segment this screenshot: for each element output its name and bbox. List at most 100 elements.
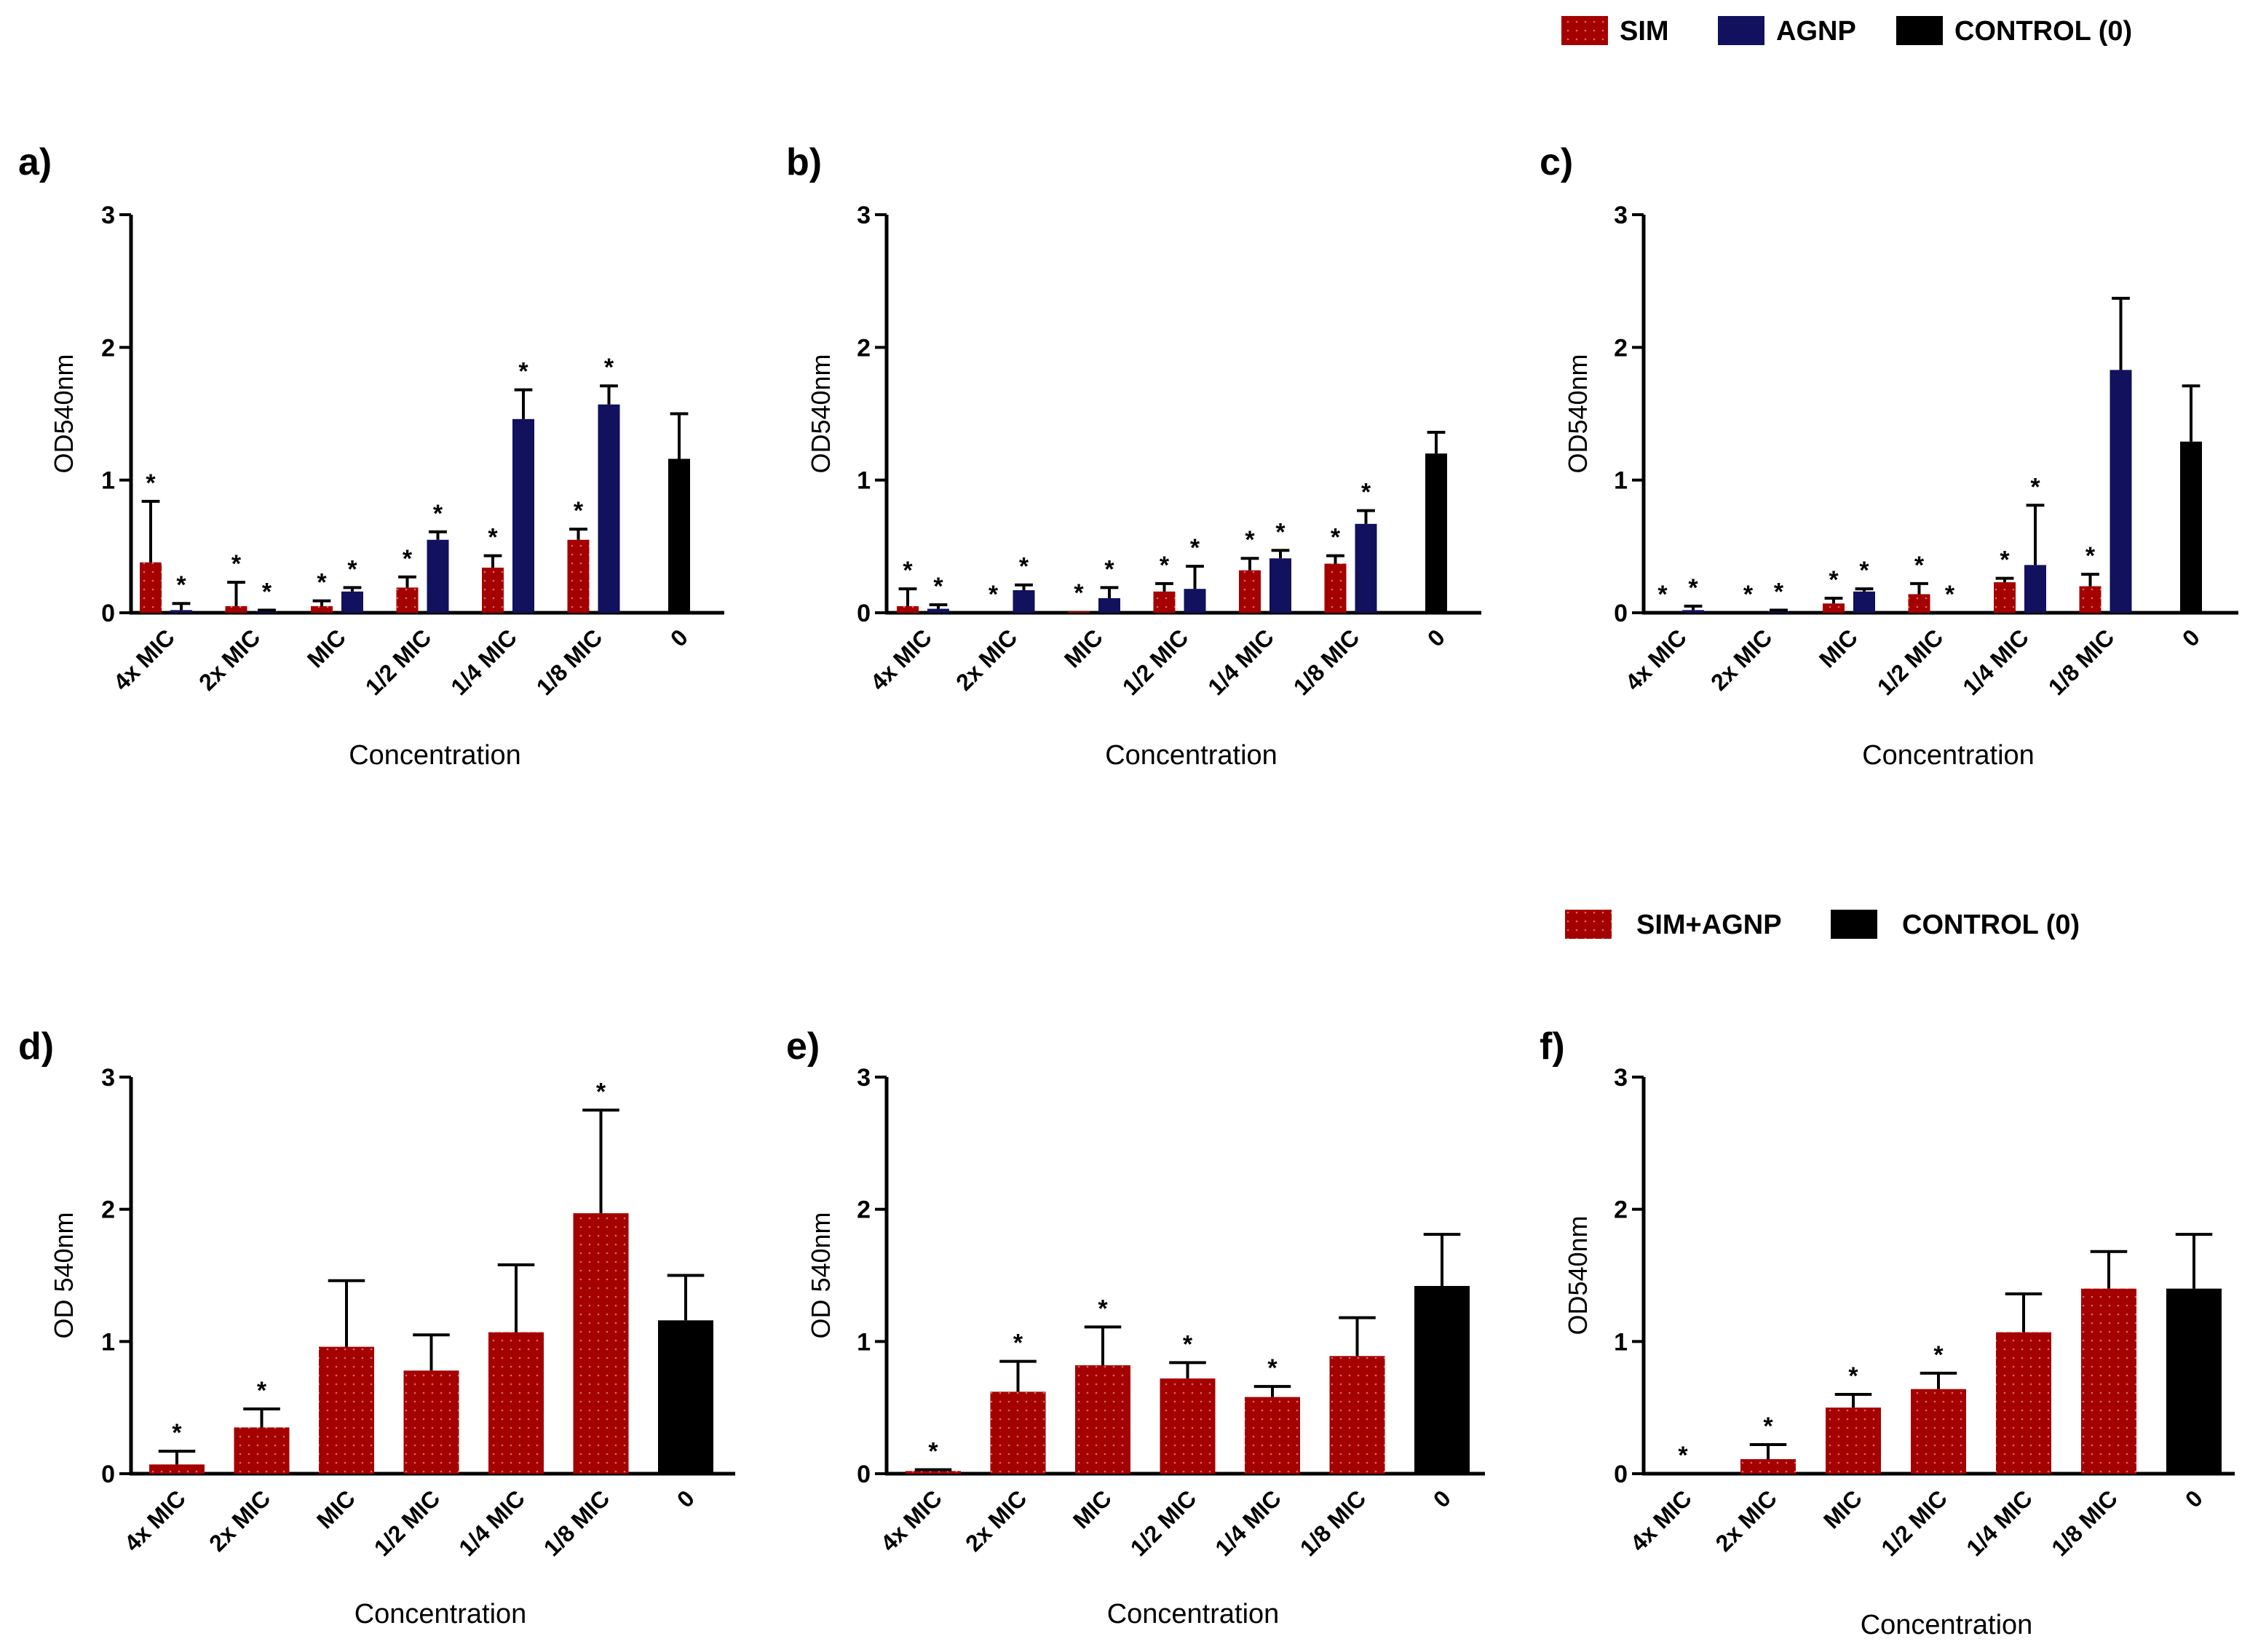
bar-agnp (1269, 558, 1291, 613)
bar-sim-agnp (403, 1370, 459, 1474)
significance-marker: * (2000, 547, 2010, 574)
significance-marker: * (1331, 524, 1341, 552)
y-tick-label: 1 (1614, 467, 1628, 495)
legend-label: CONTROL (0) (1954, 16, 2132, 47)
y-tick-label: 2 (101, 334, 115, 362)
x-tick-label: 1/2 MIC (1876, 1485, 1952, 1561)
x-tick-label: MIC (1814, 624, 1863, 672)
legend-swatch-control-0 (1896, 16, 1943, 45)
bar-sim (1239, 570, 1261, 613)
significance-marker: * (1859, 557, 1869, 584)
x-tick-label: 0 (665, 624, 693, 651)
x-axis-label: Concentration (1862, 740, 2035, 771)
bar-sim (897, 605, 919, 613)
panel-letter: d) (18, 1025, 54, 1068)
significance-marker: * (1074, 579, 1084, 607)
significance-marker: * (1774, 578, 1784, 605)
x-tick-label: MIC (312, 1485, 360, 1533)
x-tick-label: 4x MIC (865, 624, 937, 695)
chart-panel-a: a) 0 1 2 3 OD540nm Concentration 4x MIC * * 2x MIC… (18, 141, 724, 771)
significance-marker: * (1267, 1354, 1277, 1382)
x-tick-label: 2x MIC (1706, 624, 1777, 695)
significance-marker: * (1657, 581, 1668, 608)
x-tick-label: 0 (1428, 1485, 1456, 1512)
x-tick-label: 4x MIC (876, 1485, 947, 1556)
chart-panel-f: f) 0 1 2 3 OD540nm Concentration 4x MIC * 2x MIC *… (1540, 1025, 2235, 1640)
y-tick-label: 3 (101, 202, 115, 229)
significance-marker: * (1743, 581, 1754, 608)
legend-swatch-sim-agnp (1565, 910, 1612, 939)
significance-marker: * (1829, 566, 1839, 594)
panel-letter: b) (786, 141, 822, 183)
x-tick-label: 1/8 MIC (1295, 1485, 1371, 1561)
bar-agnp (1098, 597, 1120, 613)
x-tick-label: 2x MIC (1711, 1485, 1782, 1556)
bar-agnp (927, 608, 949, 613)
chart-panel-e: e) 0 1 2 3 OD 540nm Concentration 4x MIC * 2x MIC… (786, 1025, 1485, 1629)
panel-letter: e) (786, 1025, 820, 1068)
bar-agnp (2024, 565, 2046, 613)
bar-agnp (1013, 590, 1035, 613)
bar-agnp (2110, 370, 2132, 613)
bar-control-0 (658, 1320, 713, 1474)
y-tick-label: 3 (857, 1064, 871, 1092)
y-tick-label: 0 (101, 600, 115, 627)
legend-label: SIM+AGNP (1636, 910, 1782, 940)
significance-marker: * (176, 571, 186, 599)
y-tick-label: 3 (1614, 202, 1628, 229)
panel-letter: c) (1540, 141, 1573, 183)
y-tick-label: 2 (101, 1196, 115, 1224)
legend-swatch-agnp (1718, 16, 1764, 45)
significance-marker: * (1933, 1341, 1944, 1369)
bar-sim (396, 587, 419, 613)
bar-sim (1068, 611, 1090, 613)
chart-panel-d: d) 0 1 2 3 OD 540nm Concentration 4x MIC * 2x MIC… (18, 1025, 735, 1629)
bar-control-0 (2180, 441, 2202, 613)
bar-sim-agnp (1329, 1356, 1385, 1474)
x-tick-label: MIC (1059, 624, 1108, 672)
x-tick-label: 1/2 MIC (1117, 624, 1194, 700)
significance-marker: * (433, 500, 443, 528)
significance-marker: * (347, 555, 357, 583)
x-tick-label: 0 (1422, 624, 1450, 651)
y-tick-label: 0 (1614, 600, 1628, 627)
bar-control-0 (1425, 453, 1447, 613)
x-tick-label: 1/4 MIC (453, 1485, 530, 1561)
significance-marker: * (1688, 574, 1698, 602)
x-tick-label: 1/8 MIC (1288, 624, 1365, 700)
x-tick-label: 0 (672, 1485, 700, 1512)
significance-marker: * (2085, 542, 2096, 570)
bar-sim (1153, 591, 1176, 613)
significance-marker: * (1945, 581, 1955, 608)
x-tick-label: 1/8 MIC (2046, 1485, 2123, 1561)
significance-marker: * (1245, 526, 1255, 554)
y-axis-label: OD540nm (1563, 1215, 1593, 1335)
y-tick-label: 3 (857, 202, 871, 229)
bar-sim (225, 605, 247, 613)
significance-marker: * (317, 569, 327, 597)
significance-marker: * (574, 497, 584, 525)
bar-sim-agnp (1826, 1407, 1881, 1474)
significance-marker: * (1275, 518, 1286, 546)
significance-marker: * (928, 1438, 938, 1466)
y-tick-label: 2 (1614, 334, 1628, 362)
bar-sim-agnp (1740, 1459, 1796, 1474)
bar-agnp (1682, 610, 1704, 613)
bar-sim-agnp (906, 1471, 961, 1474)
bar-sim-agnp (234, 1427, 290, 1474)
bar-sim (1823, 603, 1845, 613)
bar-sim (482, 568, 504, 613)
y-tick-label: 1 (101, 1328, 115, 1356)
bar-sim (1908, 594, 1930, 613)
legend-swatch-sim (1561, 16, 1608, 45)
bar-agnp (341, 591, 363, 613)
significance-marker: * (1013, 1330, 1023, 1357)
x-tick-label: 1/8 MIC (539, 1485, 615, 1561)
significance-marker: * (262, 578, 272, 605)
bar-sim-agnp (2081, 1288, 2136, 1474)
significance-marker: * (1104, 555, 1114, 583)
legend-label: AGNP (1776, 16, 1856, 47)
bar-control-0 (2166, 1288, 2222, 1474)
y-tick-label: 3 (101, 1064, 115, 1092)
y-tick-label: 0 (1614, 1461, 1628, 1488)
